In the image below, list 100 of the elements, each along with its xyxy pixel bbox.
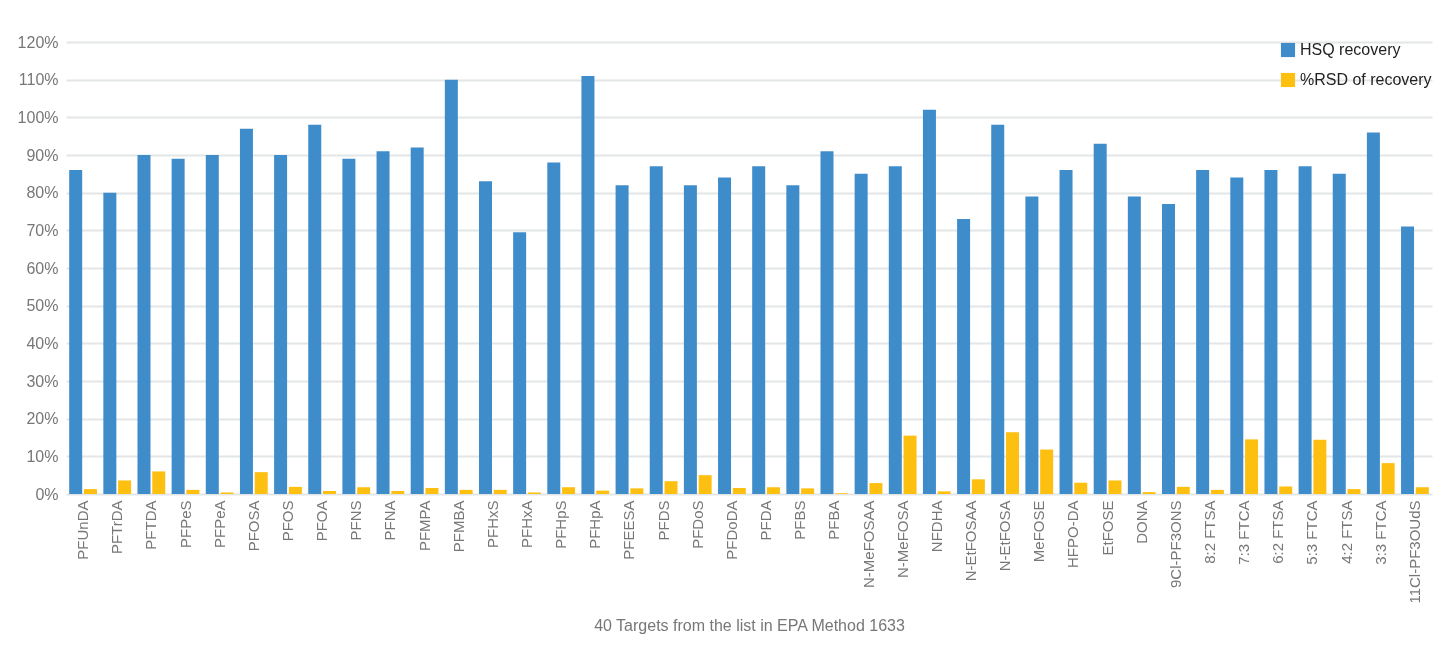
bar: [410, 147, 424, 494]
y-tick-label: 90%: [26, 146, 59, 164]
x-tick-label: PFMBA: [449, 500, 467, 553]
bar: [820, 151, 834, 494]
bar: [869, 483, 883, 494]
bar: [903, 435, 917, 494]
x-tick-label: PFTrDA: [108, 500, 126, 555]
bar: [752, 166, 766, 494]
bar: [1006, 432, 1020, 494]
bar: [801, 488, 815, 494]
bar: [103, 192, 117, 494]
x-tick-label: PFHxS: [483, 500, 501, 549]
x-tick-label: 11Cl-PF3OUdS: [1405, 500, 1423, 604]
y-tick-label: 100%: [17, 108, 59, 126]
bar: [971, 479, 985, 494]
x-tick-label: PFPeS: [176, 500, 194, 549]
bar: [630, 488, 644, 494]
bar: [493, 489, 507, 494]
x-tick-label: 4:2 FTSA: [1337, 500, 1355, 564]
x-tick-label: PFPeA: [210, 500, 228, 549]
bar: [562, 487, 576, 494]
bar: [513, 232, 527, 494]
x-tick-label: PFNS: [347, 500, 365, 541]
y-tick-label: 50%: [26, 297, 59, 315]
bar: [1313, 439, 1327, 494]
x-tick-label: N-EtFOSA: [996, 500, 1014, 572]
bar: [118, 480, 132, 494]
x-tick-label: EtFOSE: [1098, 500, 1116, 556]
bar: [1074, 482, 1088, 494]
bar: [1298, 166, 1312, 494]
bar: [1093, 143, 1107, 494]
bar: [205, 155, 219, 494]
bar: [1025, 196, 1039, 494]
bar: [991, 124, 1005, 494]
x-tick-label: 7:3 FTCA: [1235, 500, 1253, 565]
x-tick-label: PFDoDA: [722, 500, 740, 560]
bar: [1176, 486, 1190, 494]
x-tick-label: PFUnDA: [74, 500, 92, 560]
x-tick-label: DONA: [1132, 500, 1150, 544]
y-tick-label: 0%: [35, 485, 59, 503]
x-tick-label: N-MeFOSA: [893, 500, 911, 579]
x-tick-label: PFEESA: [620, 500, 638, 560]
x-tick-label: PFBA: [825, 500, 843, 540]
x-tick-label: 9Cl-PF3ONS: [1166, 500, 1184, 589]
x-tick-label: NFDHA: [927, 500, 945, 553]
x-tick-label: N-MeFOSAA: [859, 500, 877, 589]
x-tick-label: 3:3 FTCA: [1371, 500, 1389, 565]
bar: [718, 177, 732, 494]
bar: [664, 481, 678, 494]
x-tick-label: PFOSA: [244, 500, 262, 552]
bar: [459, 489, 473, 494]
bar: [1279, 486, 1293, 494]
x-tick-label: PFMPA: [415, 500, 433, 552]
y-tick-label: 120%: [17, 33, 59, 51]
bar: [342, 158, 356, 494]
bar: [83, 489, 97, 494]
bar: [357, 487, 371, 494]
legend-label: %RSD of recovery: [1300, 71, 1432, 88]
x-tick-label: PFNA: [381, 500, 399, 541]
bar: [478, 181, 492, 494]
bar: [1196, 170, 1210, 494]
bar: [786, 185, 800, 494]
y-tick-label: 70%: [26, 221, 59, 239]
bar: [581, 75, 595, 494]
bar: [425, 487, 439, 494]
bar: [937, 491, 951, 494]
x-tick-label: PFDS: [654, 500, 672, 541]
x-tick-label: MeFOSE: [1030, 500, 1048, 563]
bar: [1264, 170, 1278, 494]
y-tick-label: 30%: [26, 372, 59, 390]
x-tick-label: PFHpA: [586, 500, 604, 549]
legend-label: HSQ recovery: [1300, 41, 1401, 58]
bar: [1127, 196, 1141, 494]
x-tick-label: HFPO-DA: [1064, 500, 1082, 568]
x-tick-label: 6:2 FTSA: [1269, 500, 1287, 564]
x-tick-label: 5:3 FTCA: [1303, 500, 1321, 565]
bar: [1161, 203, 1175, 494]
bar: [323, 490, 337, 494]
x-tick-label: PFDoS: [688, 500, 706, 549]
bar: [615, 185, 629, 494]
bar: [922, 109, 936, 494]
bar: [1347, 489, 1361, 494]
bar: [308, 124, 322, 494]
x-tick-label: PFHpS: [552, 500, 570, 549]
bar: [1040, 449, 1054, 494]
bar: [698, 475, 712, 494]
x-tick-label: PFTDA: [142, 500, 160, 550]
bar: [239, 128, 253, 494]
bar: [649, 166, 663, 494]
y-tick-label: 80%: [26, 184, 59, 202]
x-axis-title: 40 Targets from the list in EPA Method 1633: [594, 616, 905, 634]
bar: [732, 487, 746, 494]
y-tick-label: 40%: [26, 334, 59, 352]
bar: [766, 487, 780, 494]
bar: [69, 170, 83, 494]
bar: [1366, 132, 1380, 494]
bar: [288, 486, 302, 494]
x-tick-label: PFBS: [791, 500, 809, 540]
bar: [376, 151, 390, 494]
x-tick-label: 8:2 FTSA: [1201, 500, 1219, 564]
